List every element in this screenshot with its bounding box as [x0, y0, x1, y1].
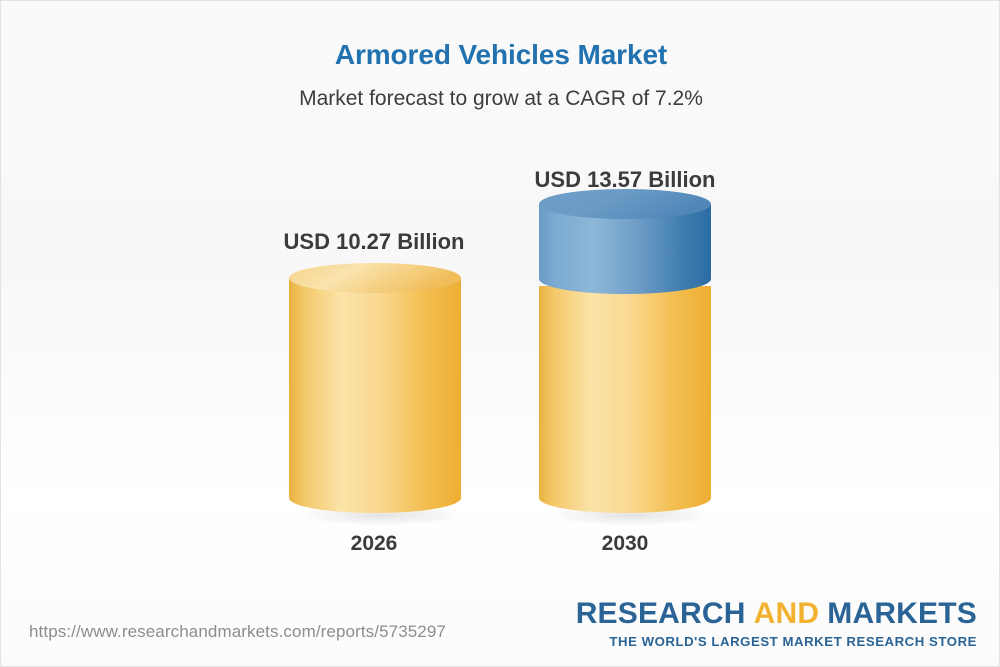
category-label-2026: 2026	[350, 532, 398, 555]
cylinder-top-2030	[539, 189, 711, 219]
cylinder-2026	[289, 263, 473, 527]
cylinder-2030	[539, 189, 723, 527]
brand-logo[interactable]: RESEARCH AND MARKETS THE WORLD'S LARGEST M…	[575, 596, 977, 649]
category-label-2030: 2030	[601, 532, 649, 555]
cylinder-body-2026	[289, 278, 461, 513]
logo-tagline: THE WORLD'S LARGEST MARKET RESEARCH STOR…	[609, 633, 977, 649]
chart-subtitle: Market forecast to grow at a CAGR of 7.2…	[299, 87, 703, 110]
logo-wordmark: RESEARCH AND MARKETS	[575, 596, 977, 630]
plot-area: USD 10.27 Billion	[1, 1, 999, 601]
logo-word-and: AND	[753, 596, 820, 630]
logo-word-research: RESEARCH	[575, 596, 746, 630]
report-url[interactable]: https://www.researchandmarkets.com/repor…	[29, 622, 446, 641]
value-label-2030: USD 13.57 Billion	[534, 167, 716, 192]
cylinder-segment-growth-2030	[539, 204, 711, 294]
chart-title: Armored Vehicles Market	[334, 39, 668, 70]
value-label-2026: USD 10.27 Billion	[283, 229, 465, 254]
logo-word-markets: MARKETS	[827, 596, 977, 630]
cylinder-segment-base-2030	[539, 286, 711, 513]
cylinder-top-2026	[289, 263, 461, 293]
